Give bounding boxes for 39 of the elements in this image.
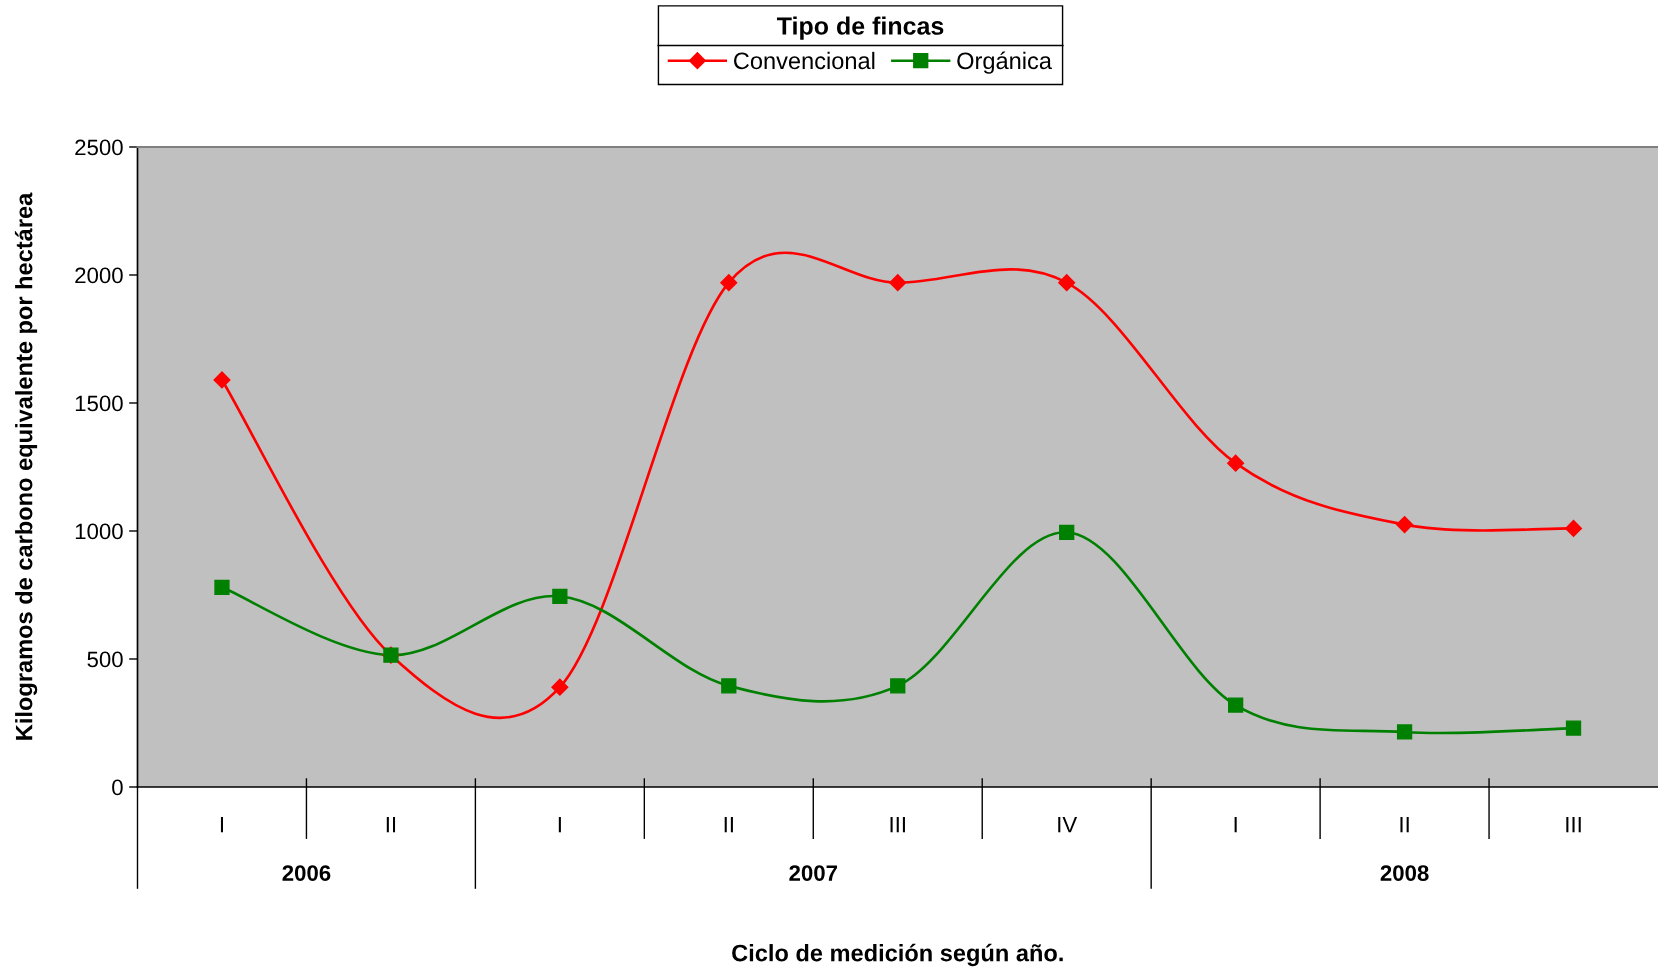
text: 2006 (282, 865, 331, 881)
legend-label: Convencional (734, 51, 875, 70)
point (1059, 524, 1075, 540)
point (1227, 454, 1245, 472)
point (1564, 519, 1583, 537)
y-tick-label: 1500 (75, 395, 123, 412)
text: 2008 (1380, 865, 1429, 881)
legend-label: Orgánica (957, 51, 1052, 74)
x-tick-label: III (890, 816, 905, 833)
point (213, 371, 231, 389)
point (1565, 720, 1582, 736)
x-tick-label: II (386, 816, 396, 833)
y-tick-label: 2000 (75, 267, 123, 284)
x-tick-label: IV (1058, 816, 1078, 833)
point (1227, 697, 1244, 713)
point (721, 678, 737, 694)
point (720, 274, 738, 292)
y-tick-label: 1000 (75, 523, 123, 540)
x-tick-label: I (220, 816, 224, 833)
point (214, 579, 230, 595)
point (1058, 274, 1076, 292)
point (551, 678, 569, 696)
point (1396, 724, 1413, 740)
x-axis-title: Ciclo de medición según año. (732, 943, 1063, 967)
x-tick-label: I (1234, 816, 1237, 833)
legend-title: Tipo de fincas (776, 16, 944, 40)
text: 2007 (789, 865, 838, 881)
x-tick-label: II (1400, 816, 1409, 833)
y-tick-label: 2500 (75, 139, 123, 156)
x-tick-label: III (1566, 816, 1581, 833)
x-tick-label: I (558, 816, 561, 833)
point (889, 274, 907, 292)
y-tick-label: 0 (112, 779, 123, 796)
x-tick-label: II (724, 816, 733, 833)
y-tick-label: 500 (87, 651, 123, 668)
point (1396, 516, 1414, 534)
point (890, 678, 906, 694)
point (552, 588, 568, 604)
y-axis-title: Kilogramos de carbono equivalente por hectárea (14, 192, 38, 740)
